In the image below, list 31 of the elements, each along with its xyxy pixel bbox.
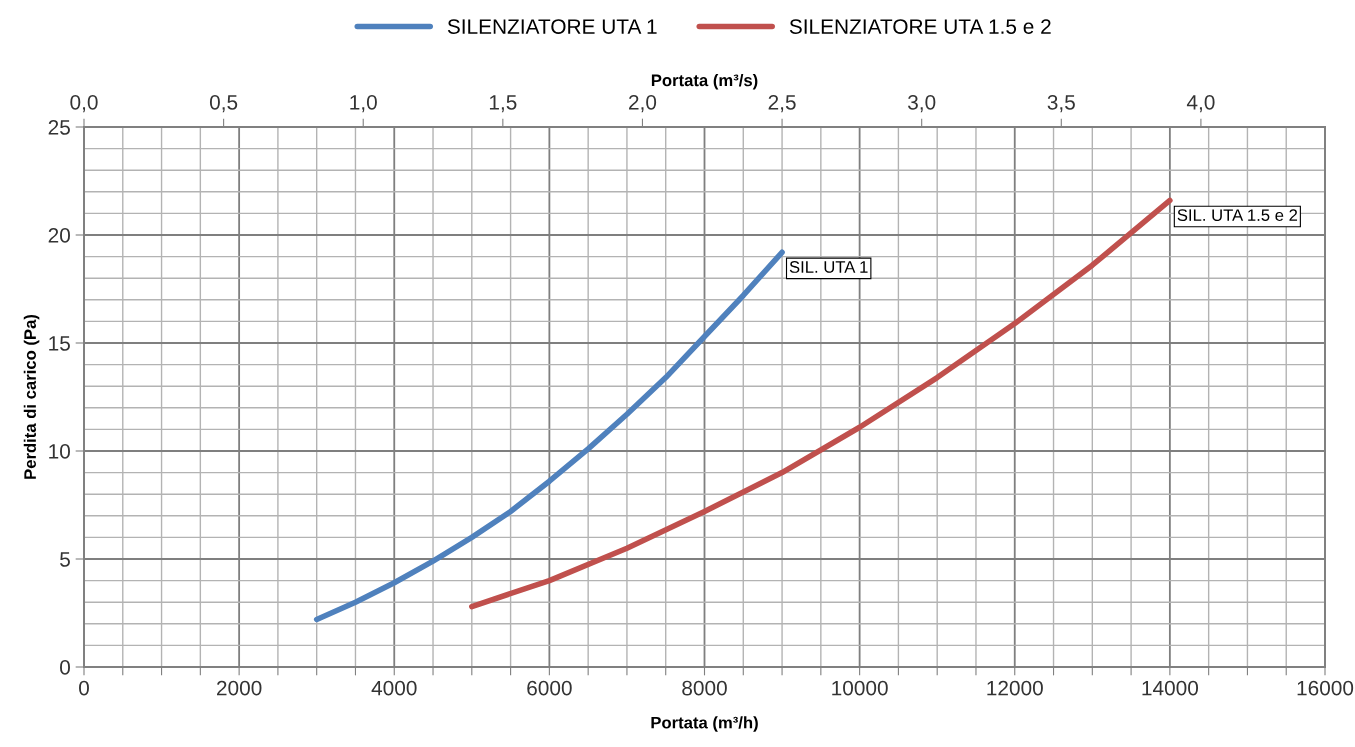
x2-axis-title: Portata (m³/s) (651, 73, 758, 90)
x-tick-label: 4000 (371, 680, 417, 696)
x-tick-label: 6000 (527, 680, 572, 696)
x-tick-label: 14000 (1142, 680, 1199, 696)
x-tick-label: 16000 (1297, 680, 1354, 696)
x2-tick-label: 3,0 (908, 94, 936, 113)
legend-label: SILENZIATORE UTA 1 (447, 19, 657, 34)
x-axis-title: Portata (m³/h) (651, 716, 758, 732)
annotation: SIL. UTA 1.5 e 2 (1177, 209, 1298, 222)
x2-tick-label: 1,5 (489, 95, 517, 113)
y-tick-label: 5 (60, 552, 70, 567)
x2-tick-label: 4,0 (1186, 94, 1215, 113)
annotation: SIL. UTA 1 (789, 261, 868, 273)
x-tick-label: 10000 (832, 680, 888, 696)
y-tick-label: 0 (60, 660, 70, 675)
x-tick-label: 12000 (987, 680, 1043, 696)
y-axis-title: Perdita di carico (Pa) (23, 314, 40, 479)
x2-tick-label: 2,5 (768, 94, 796, 113)
x2-tick-label: 0,5 (209, 94, 238, 113)
y-tick-label: 10 (49, 444, 70, 459)
y-tick-label: 20 (48, 228, 70, 243)
y-tick-label: 25 (48, 120, 70, 135)
x2-tick-label: 1,0 (350, 94, 377, 113)
x-tick-label: 0 (79, 680, 89, 696)
legend-label: SILENZIATORE UTA 1.5 e 2 (789, 19, 1051, 34)
y-tick-label: 15 (49, 336, 70, 351)
x-tick-label: 2000 (217, 680, 262, 696)
x-tick-label: 8000 (682, 680, 727, 696)
x2-tick-label: 2,0 (629, 94, 657, 113)
x2-tick-label: 3,5 (1047, 94, 1075, 113)
x2-tick-label: 0,0 (70, 94, 98, 113)
